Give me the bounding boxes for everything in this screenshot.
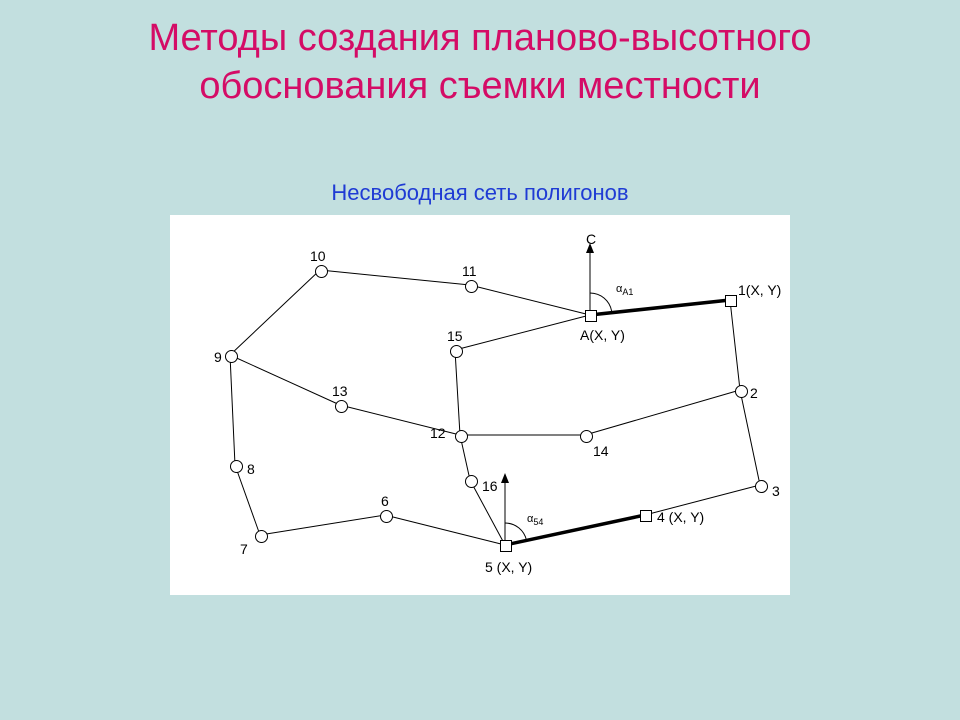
- node-n6: [380, 510, 393, 523]
- title-line-2: обоснования съемки местности: [199, 65, 760, 107]
- slide-subtitle: Несвободная сеть полигонов: [0, 180, 960, 206]
- node-label-n6: 6: [381, 493, 389, 509]
- node-n13: [335, 400, 348, 413]
- angle-label: αA1: [616, 283, 633, 297]
- node-n10: [315, 265, 328, 278]
- node-label-n4: 4 (X, Y): [657, 509, 704, 525]
- node-label-n1: 1(X, Y): [738, 282, 781, 298]
- node-n4: [640, 510, 652, 522]
- node-n7: [255, 530, 268, 543]
- node-n12: [455, 430, 468, 443]
- node-label-n5: 5 (X, Y): [485, 559, 532, 575]
- node-n5: [500, 540, 512, 552]
- node-label-n10: 10: [310, 248, 326, 264]
- node-n11: [465, 280, 478, 293]
- node-n2: [735, 385, 748, 398]
- node-label-n16: 16: [482, 478, 498, 494]
- diagram-panel: СαA1 α54 1(X, Y) 2 3 4 (X, Y) 5 (X, Y) 6 7 8 9 10 11…: [170, 215, 790, 595]
- node-label-n9: 9: [214, 349, 222, 365]
- node-label-n12: 12: [430, 425, 446, 441]
- node-n15: [450, 345, 463, 358]
- node-label-n11: 11: [462, 263, 477, 279]
- node-n1: [725, 295, 737, 307]
- node-n14: [580, 430, 593, 443]
- node-n3: [755, 480, 768, 493]
- node-label-A: A(X, Y): [580, 327, 625, 343]
- north-label: С: [586, 231, 596, 247]
- node-label-n7: 7: [240, 541, 248, 557]
- title-line-1: Методы создания планово-высотного: [148, 17, 811, 59]
- slide-title: Методы создания планово-высотного обосно…: [0, 15, 960, 110]
- node-label-n2: 2: [750, 385, 758, 401]
- node-label-n14: 14: [593, 443, 609, 459]
- node-A: [585, 310, 597, 322]
- node-n8: [230, 460, 243, 473]
- node-n16: [465, 475, 478, 488]
- angle-label: α54: [527, 513, 543, 527]
- node-n9: [225, 350, 238, 363]
- node-label-n8: 8: [247, 461, 255, 477]
- node-label-n13: 13: [332, 383, 348, 399]
- node-label-n15: 15: [447, 328, 463, 344]
- node-label-n3: 3: [772, 483, 780, 499]
